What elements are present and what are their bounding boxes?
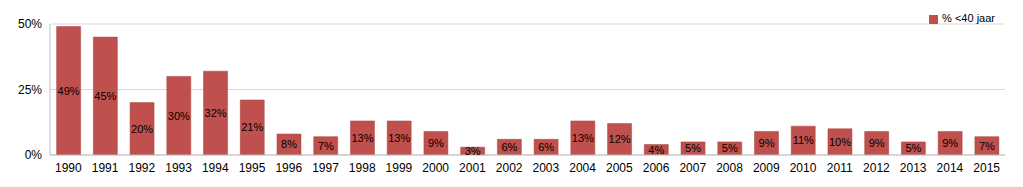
svg-text:1991: 1991 [92,161,119,175]
svg-text:2015: 2015 [973,161,1000,175]
svg-text:6%: 6% [538,141,554,153]
svg-text:21%: 21% [241,121,263,133]
svg-text:1994: 1994 [202,161,229,175]
svg-text:2009: 2009 [753,161,780,175]
svg-text:25%: 25% [18,83,42,97]
svg-text:49%: 49% [58,85,80,97]
svg-text:2012: 2012 [863,161,890,175]
svg-text:5%: 5% [685,142,701,154]
svg-text:2002: 2002 [496,161,523,175]
svg-text:2006: 2006 [643,161,670,175]
svg-text:2003: 2003 [533,161,560,175]
svg-text:12%: 12% [609,133,631,145]
svg-text:0%: 0% [25,148,43,162]
svg-text:10%: 10% [829,136,851,148]
svg-text:1992: 1992 [128,161,155,175]
svg-text:32%: 32% [205,107,227,119]
svg-text:8%: 8% [281,138,297,150]
svg-text:11%: 11% [793,134,814,146]
svg-text:2013: 2013 [900,161,927,175]
svg-text:3%: 3% [465,145,481,157]
svg-text:13%: 13% [351,132,373,144]
svg-text:2014: 2014 [937,161,964,175]
svg-text:9%: 9% [869,137,885,149]
svg-text:1998: 1998 [349,161,376,175]
svg-text:2001: 2001 [459,161,486,175]
svg-text:9%: 9% [942,137,958,149]
svg-text:9%: 9% [759,137,775,149]
svg-text:7%: 7% [979,140,995,152]
svg-text:1997: 1997 [312,161,339,175]
svg-text:2008: 2008 [716,161,743,175]
svg-text:1990: 1990 [55,161,82,175]
svg-text:5%: 5% [905,142,921,154]
svg-text:13%: 13% [572,132,594,144]
svg-text:45%: 45% [94,90,116,102]
svg-text:1995: 1995 [239,161,266,175]
svg-text:9%: 9% [428,137,444,149]
svg-text:13%: 13% [388,132,410,144]
svg-text:1999: 1999 [386,161,413,175]
svg-text:7%: 7% [318,140,334,152]
svg-text:20%: 20% [131,123,153,135]
svg-text:1996: 1996 [275,161,302,175]
svg-text:2011: 2011 [827,161,853,175]
svg-text:2004: 2004 [569,161,596,175]
svg-text:2007: 2007 [679,161,706,175]
svg-text:30%: 30% [168,110,190,122]
svg-text:2010: 2010 [790,161,817,175]
svg-text:2005: 2005 [606,161,633,175]
svg-text:5%: 5% [722,142,738,154]
svg-text:1993: 1993 [165,161,192,175]
html-text:% <40 jaar: % <40 jaar [942,12,995,24]
svg-text:2000: 2000 [422,161,449,175]
svg-text:4%: 4% [648,144,664,156]
svg-text:50%: 50% [18,17,42,31]
svg-text:6%: 6% [501,141,517,153]
